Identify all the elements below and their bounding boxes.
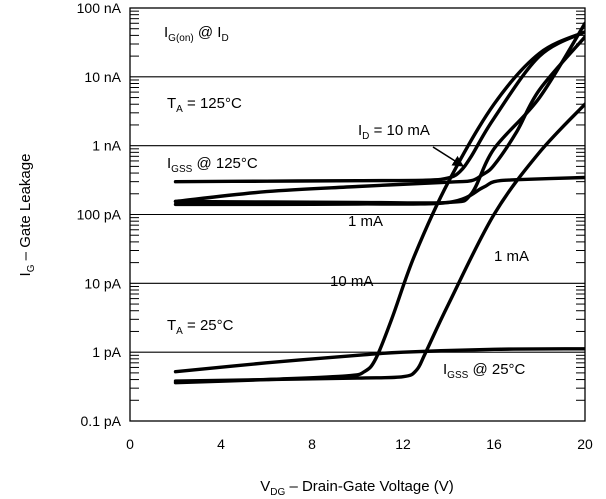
id-10ma-arrow (432, 146, 464, 167)
annotation-1ma-upper: 1 mA (348, 213, 383, 230)
annotation-igss-25: IGSS @ 25°C (443, 361, 526, 381)
series-line-6 (173, 102, 585, 383)
series-line-2 (173, 35, 585, 204)
annotation-ta-125: TA = 125°C (167, 95, 242, 115)
annotation-10ma-lower: 10 mA (330, 273, 373, 290)
series-line-5 (173, 30, 585, 385)
x-tick-label: 12 (395, 436, 411, 452)
x-tick-labels: 0 4 8 12 16 20 (126, 436, 593, 452)
series-lines (173, 21, 585, 385)
minor-ticks (130, 10, 585, 401)
annotation-ig-on: IG(on) @ ID (164, 24, 229, 44)
x-tick-label: 8 (308, 436, 316, 452)
y-tick-label: 100 nA (77, 0, 122, 16)
x-tick-label: 20 (577, 436, 593, 452)
y-tick-label: 1 pA (92, 344, 121, 360)
annotation-igss-125: IGSS @ 125°C (167, 155, 258, 175)
x-tick-label: 0 (126, 436, 134, 452)
annotation-id-10ma: ID = 10 mA (358, 122, 430, 142)
y-axis-label: IG – Gate Leakage (17, 154, 37, 277)
y-tick-label: 0.1 pA (81, 413, 122, 429)
y-tick-label: 100 pA (77, 207, 122, 223)
x-tick-label: 16 (486, 436, 502, 452)
series-line-7 (173, 347, 585, 374)
series-line-4 (173, 21, 585, 205)
annotation-ta-25: TA = 25°C (167, 317, 234, 337)
x-tick-label: 4 (217, 436, 225, 452)
y-tick-label: 10 pA (84, 275, 121, 291)
annotations: IG(on) @ ID TA = 125°C IGSS @ 125°C ID =… (164, 24, 529, 381)
y-tick-label: 10 nA (84, 69, 121, 85)
y-tick-labels: 0.1 pA 1 pA 10 pA 100 pA 1 nA 10 nA 100 nA (77, 0, 122, 429)
x-axis-label: VDG – Drain-Gate Voltage (V) (260, 478, 453, 498)
y-tick-label: 1 nA (92, 138, 121, 154)
annotation-1ma-right: 1 mA (494, 248, 529, 265)
